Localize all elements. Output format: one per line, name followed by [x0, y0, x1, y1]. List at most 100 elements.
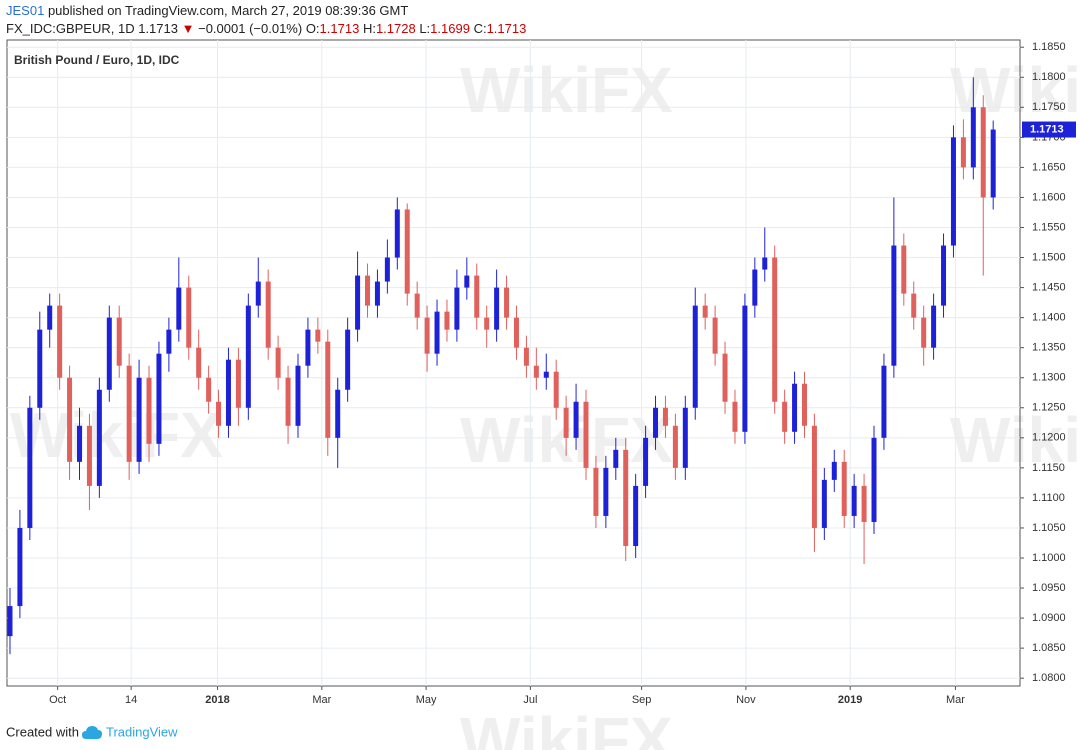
y-tick-label: 1.1650: [1032, 161, 1066, 173]
candle-body: [394, 209, 400, 258]
candle-body: [146, 377, 152, 444]
candle-body: [960, 137, 966, 168]
candle-body: [941, 245, 947, 306]
candle-body: [434, 311, 440, 354]
watermark: WikiFX: [950, 404, 1080, 476]
candle-body: [831, 461, 837, 480]
y-tick-label: 1.1100: [1032, 492, 1065, 504]
candle-body: [583, 401, 589, 468]
candle-body: [484, 317, 490, 330]
candle-body: [325, 341, 331, 438]
y-tick-label: 1.1350: [1032, 342, 1066, 354]
candle-body: [454, 287, 460, 330]
candle-body: [504, 287, 510, 318]
y-tick-label: 1.1600: [1032, 191, 1066, 203]
change: −0.0001 (−0.01%): [198, 21, 302, 36]
candle-body: [901, 245, 907, 294]
y-tick-label: 1.1750: [1032, 101, 1066, 113]
brand-logo: [82, 726, 102, 739]
candle-body: [682, 407, 688, 468]
x-tick-label: 14: [125, 694, 137, 706]
y-tick-label: 1.1800: [1032, 71, 1066, 83]
candle-body: [921, 317, 927, 348]
candle-body: [672, 425, 678, 468]
candle-body: [265, 281, 271, 348]
y-tick-label: 1.0900: [1032, 612, 1066, 624]
candle-body: [851, 485, 857, 516]
candle-body: [702, 305, 708, 318]
candle-body: [7, 606, 13, 637]
ohlc-value: 1.1713: [320, 21, 360, 36]
candle-body: [553, 371, 559, 408]
y-tick-label: 1.1000: [1032, 552, 1066, 564]
candle-body: [613, 449, 619, 468]
x-tick-label: Sep: [632, 694, 652, 706]
candle-body: [186, 287, 192, 348]
candle-body: [225, 359, 231, 426]
candle-body: [990, 129, 996, 198]
candle-body: [86, 425, 92, 486]
candle-body: [513, 317, 519, 348]
chart-title: British Pound / Euro, 1D, IDC: [14, 53, 180, 67]
candle-body: [126, 365, 132, 462]
candle-body: [603, 467, 609, 516]
candle-body: [76, 425, 82, 462]
candle-body: [891, 245, 897, 366]
user: JES01: [6, 3, 44, 18]
last: 1.1713: [138, 21, 178, 36]
candles: 1.1713: [7, 77, 1076, 655]
candle-body: [235, 359, 241, 408]
candle-body: [355, 275, 361, 330]
candle-body: [772, 257, 778, 402]
candle-body: [871, 437, 877, 522]
candle-body: [37, 329, 43, 408]
candle-body: [335, 389, 341, 438]
x-tick-label: 2019: [838, 694, 862, 706]
candle-body: [17, 527, 23, 607]
footer-brand[interactable]: TradingView: [106, 724, 178, 739]
header-line: JES01 published on TradingView.com, Marc…: [6, 3, 408, 18]
x-tick-label: Mar: [312, 694, 331, 706]
candle-body: [444, 311, 450, 330]
candle-body: [692, 305, 698, 408]
candle-body: [374, 281, 380, 306]
candle-body: [593, 467, 599, 516]
candle-body: [633, 485, 639, 546]
candle-body: [801, 383, 807, 426]
candle-body: [384, 257, 390, 282]
candle-body: [67, 377, 73, 462]
plot-frame: [6, 39, 1021, 687]
candle-body: [464, 275, 470, 288]
candle-body: [821, 479, 827, 528]
candle-body: [782, 401, 788, 432]
watermark: WikiFX: [460, 704, 673, 750]
candle-body: [792, 383, 798, 432]
watermark: WikiFX: [460, 54, 673, 126]
candle-body: [752, 269, 758, 306]
candle-body: [47, 305, 53, 330]
candle-body: [712, 317, 718, 354]
candle-body: [623, 449, 629, 546]
ohlc-label: C:: [474, 21, 487, 36]
ohlc-value: 1.1713: [487, 21, 527, 36]
candle-body: [414, 293, 420, 318]
candle-body: [424, 317, 430, 354]
candle-body: [762, 257, 768, 270]
candle-body: [345, 329, 351, 390]
candle-body: [106, 317, 112, 390]
candle-body: [404, 209, 410, 294]
candle-body: [722, 353, 728, 402]
candle-body: [275, 347, 281, 378]
ohlc-label: L:: [419, 21, 430, 36]
y-tick-label: 1.1200: [1032, 432, 1066, 444]
candle-body: [136, 377, 142, 462]
candle-body: [27, 407, 33, 528]
candle-body: [970, 107, 976, 168]
grid: 1.0800 1.0850 1.0900 1.0950 1.1000 1.1050 1.11…: [7, 40, 1066, 706]
candle-body: [861, 485, 867, 522]
y-tick-label: 1.0800: [1032, 672, 1066, 684]
candle-body: [980, 107, 986, 198]
last-price-badge: [1022, 121, 1076, 138]
y-tick-label: 1.1500: [1032, 251, 1066, 263]
